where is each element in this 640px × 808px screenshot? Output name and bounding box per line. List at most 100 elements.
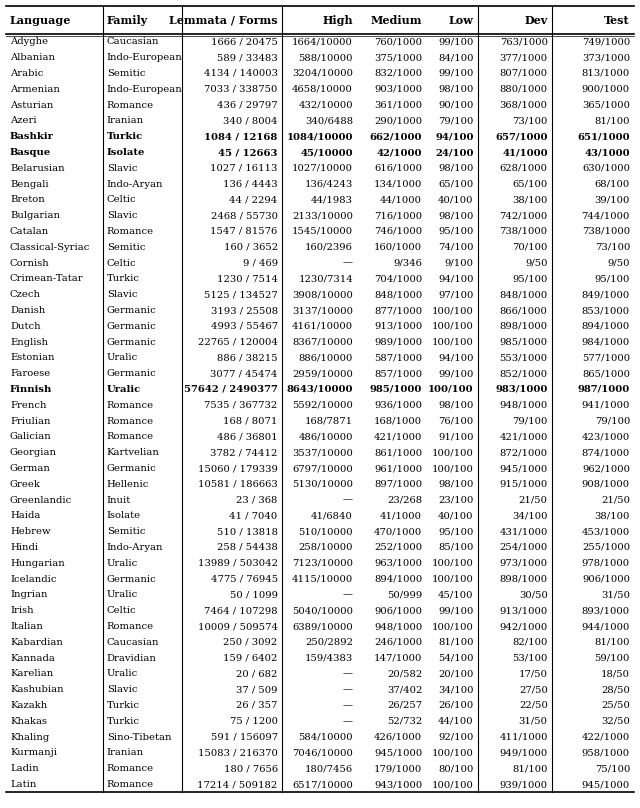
Text: 1664/10000: 1664/10000 xyxy=(292,37,353,46)
Text: 255/1000: 255/1000 xyxy=(582,543,630,552)
Text: Icelandic: Icelandic xyxy=(10,574,56,583)
Text: 85/100: 85/100 xyxy=(438,543,474,552)
Text: 95/100: 95/100 xyxy=(438,227,474,236)
Text: 961/1000: 961/1000 xyxy=(374,464,422,473)
Text: 852/1000: 852/1000 xyxy=(500,369,548,378)
Text: Semitic: Semitic xyxy=(107,69,145,78)
Text: 79/100: 79/100 xyxy=(438,116,474,125)
Text: Semitic: Semitic xyxy=(107,242,145,252)
Text: 411/1000: 411/1000 xyxy=(499,733,548,742)
Text: Kazakh: Kazakh xyxy=(10,701,47,710)
Text: 978/1000: 978/1000 xyxy=(582,559,630,568)
Text: 943/1000: 943/1000 xyxy=(374,780,422,789)
Text: 989/1000: 989/1000 xyxy=(374,338,422,347)
Text: 180/7456: 180/7456 xyxy=(305,764,353,773)
Text: 159 / 6402: 159 / 6402 xyxy=(223,654,278,663)
Text: —: — xyxy=(343,685,353,694)
Text: Celtic: Celtic xyxy=(107,259,136,267)
Text: Adyghe: Adyghe xyxy=(10,37,48,46)
Text: 906/1000: 906/1000 xyxy=(582,574,630,583)
Text: Semitic: Semitic xyxy=(107,527,145,537)
Text: 81/100: 81/100 xyxy=(595,638,630,646)
Text: 662/1000: 662/1000 xyxy=(370,133,422,141)
Text: 252/1000: 252/1000 xyxy=(374,543,422,552)
Text: Latin: Latin xyxy=(10,780,36,789)
Text: Bashkir: Bashkir xyxy=(10,133,54,141)
Text: 44 / 2294: 44 / 2294 xyxy=(230,196,278,204)
Text: 95/100: 95/100 xyxy=(513,275,548,284)
Bar xyxy=(6,82,634,97)
Text: 432/10000: 432/10000 xyxy=(298,101,353,110)
Text: 4134 / 140003: 4134 / 140003 xyxy=(204,69,278,78)
Text: 23/268: 23/268 xyxy=(387,495,422,505)
Text: 848/1000: 848/1000 xyxy=(374,290,422,299)
Text: Ingrian: Ingrian xyxy=(10,591,47,600)
Text: Germanic: Germanic xyxy=(107,464,156,473)
Text: 38/100: 38/100 xyxy=(595,511,630,520)
Text: 849/1000: 849/1000 xyxy=(582,290,630,299)
Text: 908/1000: 908/1000 xyxy=(582,480,630,489)
Text: 290/1000: 290/1000 xyxy=(374,116,422,125)
Text: 591 / 156097: 591 / 156097 xyxy=(211,733,278,742)
Text: 716/1000: 716/1000 xyxy=(374,211,422,221)
Text: Khakas: Khakas xyxy=(10,717,47,726)
Text: 813/1000: 813/1000 xyxy=(582,69,630,78)
Text: 41/1000: 41/1000 xyxy=(502,148,548,157)
Text: Uralic: Uralic xyxy=(107,559,138,568)
Text: 59/100: 59/100 xyxy=(595,654,630,663)
Text: 18/50: 18/50 xyxy=(601,669,630,679)
Text: 99/100: 99/100 xyxy=(438,69,474,78)
Text: Irish: Irish xyxy=(10,606,34,615)
Text: 98/100: 98/100 xyxy=(438,211,474,221)
Text: 426/1000: 426/1000 xyxy=(374,733,422,742)
Text: 180 / 7656: 180 / 7656 xyxy=(223,764,278,773)
Text: 73/100: 73/100 xyxy=(595,242,630,252)
Text: 65/100: 65/100 xyxy=(513,179,548,188)
Text: 54/100: 54/100 xyxy=(438,654,474,663)
Text: Germanic: Germanic xyxy=(107,306,156,315)
Text: 79/100: 79/100 xyxy=(595,417,630,426)
Text: 160/1000: 160/1000 xyxy=(374,242,422,252)
Text: Romance: Romance xyxy=(107,764,154,773)
Text: Hungarian: Hungarian xyxy=(10,559,65,568)
Text: 100/100: 100/100 xyxy=(432,559,474,568)
Text: 877/1000: 877/1000 xyxy=(374,306,422,315)
Text: Romance: Romance xyxy=(107,622,154,631)
Text: 377/1000: 377/1000 xyxy=(500,53,548,62)
Text: 100/100: 100/100 xyxy=(432,448,474,457)
Text: 738/1000: 738/1000 xyxy=(582,227,630,236)
Bar xyxy=(6,318,634,335)
Bar xyxy=(6,413,634,429)
Text: 27/50: 27/50 xyxy=(519,685,548,694)
Text: 853/1000: 853/1000 xyxy=(582,306,630,315)
Text: 2468 / 55730: 2468 / 55730 xyxy=(211,211,278,221)
Text: 159/4383: 159/4383 xyxy=(305,654,353,663)
Text: Indo-European: Indo-European xyxy=(107,53,182,62)
Text: 81/100: 81/100 xyxy=(512,764,548,773)
Text: Isolate: Isolate xyxy=(107,148,145,157)
Text: 3193 / 25508: 3193 / 25508 xyxy=(211,306,278,315)
Text: 3782 / 74412: 3782 / 74412 xyxy=(211,448,278,457)
Bar xyxy=(6,682,634,697)
Bar xyxy=(6,650,634,666)
Text: Asturian: Asturian xyxy=(10,101,53,110)
Text: 20/100: 20/100 xyxy=(438,669,474,679)
Text: 31/50: 31/50 xyxy=(519,717,548,726)
Text: Kartvelian: Kartvelian xyxy=(107,448,159,457)
Text: 100/100: 100/100 xyxy=(432,780,474,789)
Bar xyxy=(6,729,634,745)
Text: 746/1000: 746/1000 xyxy=(374,227,422,236)
Text: 40/100: 40/100 xyxy=(438,196,474,204)
Text: 949/1000: 949/1000 xyxy=(499,748,548,757)
Text: 22765 / 120004: 22765 / 120004 xyxy=(198,338,278,347)
Text: 70/100: 70/100 xyxy=(513,242,548,252)
Text: 98/100: 98/100 xyxy=(438,85,474,94)
Text: 92/100: 92/100 xyxy=(438,733,474,742)
Text: 3537/10000: 3537/10000 xyxy=(292,448,353,457)
Text: 258 / 54438: 258 / 54438 xyxy=(217,543,278,552)
Text: Hellenic: Hellenic xyxy=(107,480,149,489)
Text: —: — xyxy=(343,591,353,600)
Text: Isolate: Isolate xyxy=(107,511,141,520)
Text: 34/100: 34/100 xyxy=(438,685,474,694)
Text: 861/1000: 861/1000 xyxy=(374,448,422,457)
